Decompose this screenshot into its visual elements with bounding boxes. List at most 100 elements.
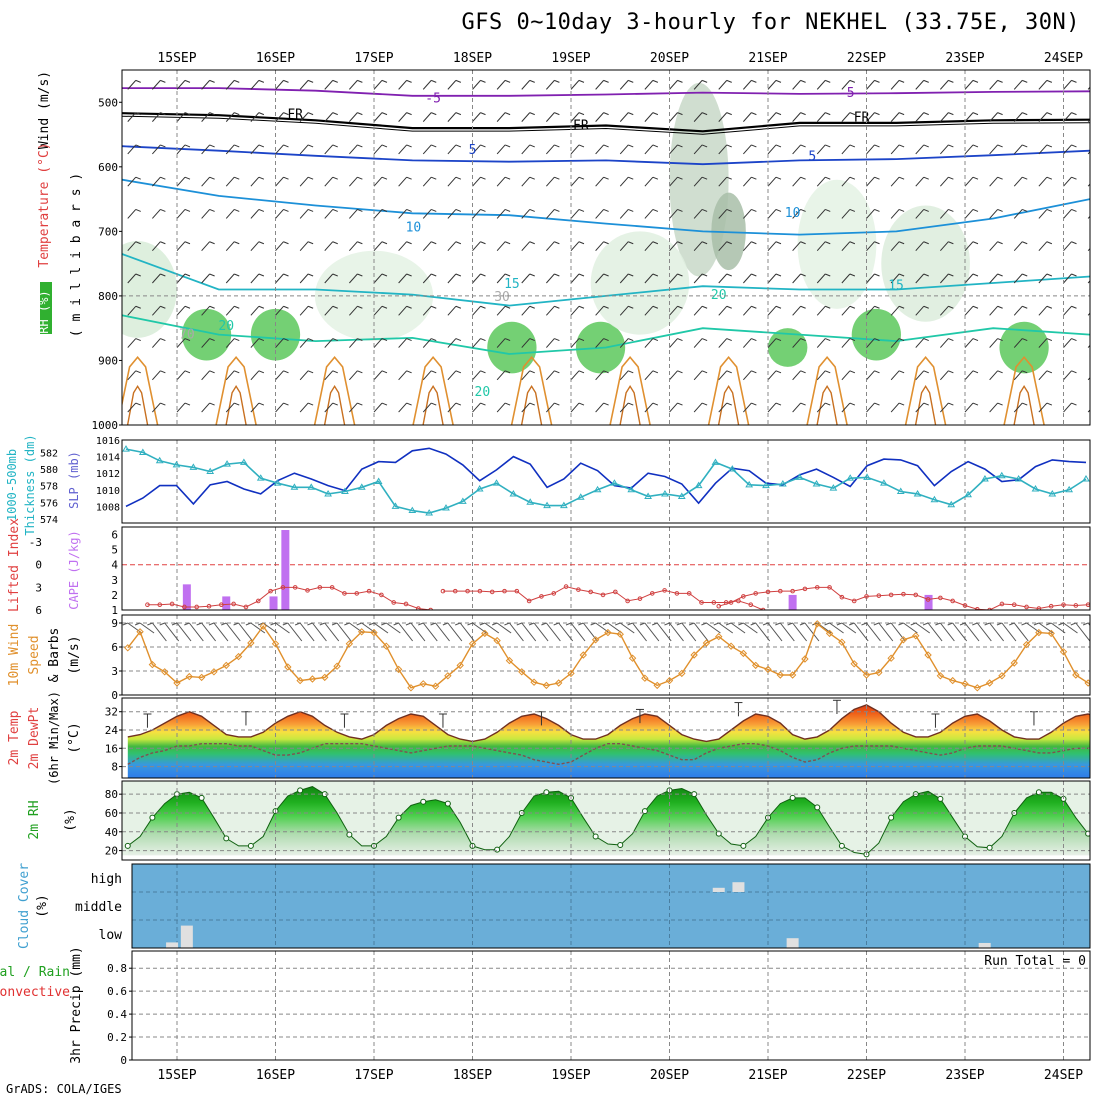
wind-speed-marker	[961, 680, 969, 688]
wind-barb	[915, 338, 929, 348]
wind-speed-marker	[431, 682, 440, 690]
temp-contour-5	[122, 145, 1090, 166]
thickness-marker	[593, 485, 602, 493]
rh-marker	[247, 842, 254, 849]
wind-barb-10m	[331, 622, 352, 642]
wind-barb	[743, 305, 757, 316]
thickness-marker	[240, 458, 248, 465]
wind-barb	[447, 144, 462, 155]
thickness-marker	[677, 492, 686, 499]
wind-barb	[693, 241, 708, 252]
wind-barb	[1063, 144, 1077, 155]
precip-tick-label: 0.8	[107, 962, 127, 975]
wind-barb	[841, 79, 856, 90]
li-plot	[122, 530, 1090, 610]
cape-bar	[182, 584, 191, 610]
x-date-label-top: 24SEP	[1044, 51, 1083, 66]
wind-speed-marker	[505, 656, 514, 665]
wind-speed-marker	[1047, 629, 1055, 638]
wind-barb-10m	[294, 622, 315, 642]
temp-axis-tick-label: 8	[111, 761, 118, 774]
wind-barb	[201, 402, 215, 413]
wind-barb	[841, 112, 856, 122]
rh-marker	[395, 814, 402, 821]
wind-barb	[890, 370, 905, 381]
wind-barb	[718, 338, 732, 348]
wind-speed-marker	[333, 662, 341, 670]
rh-axis-label: RH (%)	[37, 290, 51, 333]
wind-speed-marker	[776, 671, 785, 679]
thickness-marker	[812, 480, 821, 487]
wind-barb	[718, 370, 732, 381]
lifted-index-marker	[814, 585, 820, 590]
wind-barb	[201, 370, 215, 381]
lifted-index-marker	[452, 588, 458, 594]
lifted-index-marker	[802, 586, 808, 592]
wind-barb	[176, 338, 191, 348]
wind-barb	[693, 305, 708, 316]
wind-barb	[767, 112, 782, 122]
wind-barb	[546, 144, 560, 155]
wind-speed-marker	[468, 640, 477, 648]
wind-barb	[176, 273, 191, 284]
contour-label: FR	[287, 107, 303, 122]
contour-label: 30	[494, 290, 510, 305]
wind-barb	[1013, 176, 1028, 187]
wind-barb	[1063, 112, 1077, 122]
contour-label: FR	[854, 111, 870, 126]
wind-barb	[1087, 215, 1090, 219]
wind-barb	[127, 402, 141, 413]
wind-barb	[225, 273, 240, 284]
wind-barb	[373, 176, 388, 187]
wind-speed-marker	[321, 673, 329, 682]
cape-tick-label: 2	[111, 589, 118, 602]
wind-speed-marker	[727, 642, 735, 650]
wind-barb-10m	[639, 622, 660, 642]
cape-tick-label: 3	[111, 574, 118, 587]
lifted-index-marker	[600, 592, 606, 598]
wind-barb	[619, 402, 634, 413]
wind-barb	[275, 305, 289, 316]
wind-barb	[521, 370, 535, 381]
wind-barb	[841, 338, 856, 348]
wind-barb	[915, 273, 929, 284]
wind-barb	[152, 144, 166, 155]
thickness-marker	[341, 487, 349, 494]
millibars-axis-label: ( m i l l i b a r s )	[69, 173, 84, 337]
wind-barb-10m	[762, 622, 783, 642]
wind-barb	[521, 79, 535, 90]
thickness-marker	[560, 501, 568, 509]
lifted-index-marker	[741, 594, 746, 599]
wind-barb-10m	[565, 622, 586, 642]
wind-barb	[373, 273, 388, 284]
wind-barb	[1087, 376, 1090, 381]
temp-axis-tick-label: 32	[105, 706, 118, 719]
wind-barb	[299, 402, 314, 413]
lifted-index-marker	[157, 602, 163, 608]
wind-barb	[644, 305, 659, 316]
wind-barb	[940, 144, 954, 155]
lifted-index-marker	[305, 588, 310, 593]
precip-axis-label: 3hr Precip (mm)	[69, 946, 84, 1063]
x-date-label-bottom: 22SEP	[847, 1068, 886, 1083]
wind-barb	[866, 305, 880, 316]
wind-barb	[940, 112, 954, 122]
x-date-label-bottom: 21SEP	[748, 1068, 787, 1083]
wind-barb	[619, 176, 634, 187]
x-date-label-bottom: 18SEP	[453, 1068, 492, 1083]
wind-barb	[521, 402, 535, 413]
thickness-marker	[357, 483, 366, 490]
lifted-index-marker	[637, 596, 643, 601]
wind-barb	[743, 241, 757, 252]
slp-tick-label: 1010	[96, 486, 120, 497]
wind-barb	[915, 208, 929, 219]
wind-barb	[1013, 338, 1028, 348]
lifted-index-marker	[765, 589, 771, 595]
wind-barb	[422, 208, 437, 219]
rh-marker	[149, 814, 156, 821]
cloud-bar	[786, 938, 799, 948]
wind-barb	[595, 402, 609, 413]
wind-barb	[546, 79, 560, 90]
wind-speed-marker	[296, 676, 304, 685]
wind-barb	[964, 144, 979, 155]
